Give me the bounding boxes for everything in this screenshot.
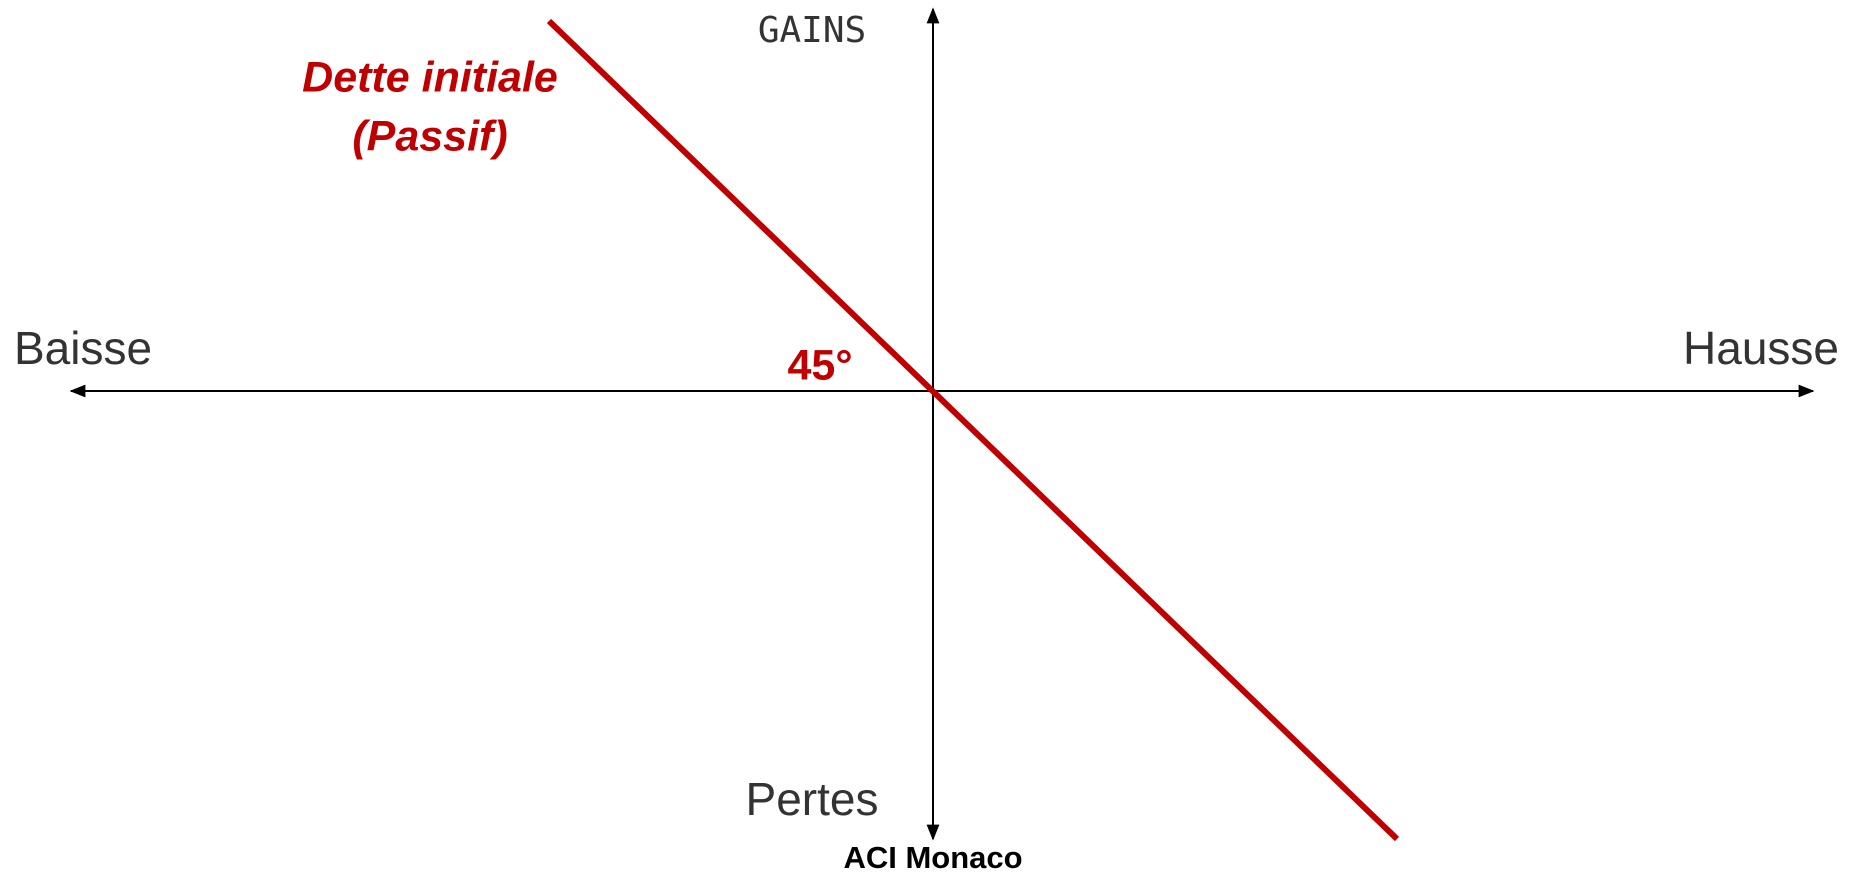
angle-label: 45°: [787, 341, 852, 389]
left-axis-label: Baisse: [14, 322, 152, 374]
debt-line: [546, 18, 1400, 842]
top-axis-label: GAINS: [758, 10, 866, 51]
line-label: (Passif): [352, 112, 507, 160]
footer: ACI Monaco: [843, 840, 1022, 875]
right-axis-label: Hausse: [1683, 322, 1839, 374]
bottom-axis-label: Pertes: [746, 773, 879, 825]
line-label: Dette initiale: [302, 53, 558, 101]
